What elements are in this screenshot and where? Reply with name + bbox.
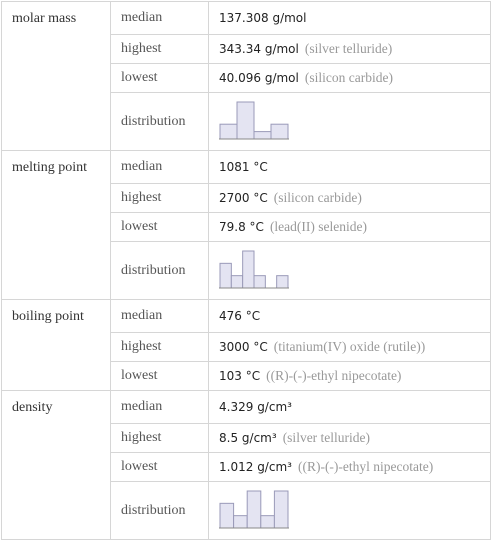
histogram [219,101,289,140]
value: 2700 [219,191,250,205]
histogram-cell [208,92,491,151]
value: 40.096 [219,71,261,85]
table-row: distribution [2,481,491,540]
row-label: highest [110,423,209,453]
histogram-bar [260,515,275,529]
value-cell: 40.096 g/mol (silicon carbide) [208,63,491,93]
unit: °C [253,340,268,354]
row-label: highest [110,332,209,362]
unit: g/mol [264,42,299,56]
row-label: lowest [110,212,209,242]
note: ((R)-(-)-ethyl nipecotate) [266,368,402,383]
table-row: highest 8.5 g/cm³ (silver telluride) [2,423,491,453]
row-label: distribution [110,241,209,300]
histogram-bar [253,131,272,140]
note: (silicon carbide) [273,190,362,205]
table-row: lowest 40.096 g/mol (silicon carbide) [2,63,491,93]
histogram-bar [246,490,262,529]
value-cell: 476 °C [208,299,491,333]
row-label: highest [110,183,209,213]
unit: g/mol [272,11,307,25]
unit: g/mol [264,71,299,85]
value-cell: 1081 °C [208,150,491,184]
table-row: melting point median 1081 °C [1,150,491,300]
note: ((R)-(-)-ethyl nipecotate) [297,459,434,474]
histogram-bar [276,275,289,289]
value-cell: 1.012 g/cm³ ((R)-(-)-ethyl nipecotate) [208,452,491,482]
value-cell: 4.329 g/cm³ [208,390,491,424]
row-label: distribution [110,481,209,540]
histogram-bar [219,262,232,289]
unit: g/cm³ [241,431,277,445]
value: 8.5 [219,431,239,445]
value: 103 [219,369,242,383]
property-name: melting point [1,150,111,300]
note: (silver telluride) [282,430,371,445]
histogram-bar [219,502,235,529]
value: 343.34 [219,42,261,56]
value-cell: 103 °C ((R)-(-)-ethyl nipecotate) [208,361,491,391]
row-label: distribution [110,92,209,151]
value: 4.329 [219,400,254,414]
histogram [219,490,289,529]
table-row: highest 3000 °C (titanium(IV) oxide (rutil… [2,332,491,362]
unit: °C [245,309,261,323]
property-table: molar mass median 137.308 g/mol highest 343.… [1,1,491,540]
property-name: density [1,390,111,540]
histogram-bar [273,490,289,529]
value-cell: 3000 °C (titanium(IV) oxide (rutile)) [208,332,491,362]
table-body: molar mass median 137.308 g/mol highest 343.… [1,1,491,540]
row-label: lowest [110,452,209,482]
histogram-cell [208,241,491,300]
unit: °C [245,369,261,383]
row-label: median [110,299,209,333]
table-row: molar mass median 137.308 g/mol [1,1,491,151]
histogram [219,250,289,289]
table-row: boiling point median 476 °C [1,299,491,391]
note: (silicon carbide) [304,70,393,85]
row-label: median [110,390,209,424]
table-row: lowest 1.012 g/cm³ ((R)-(-)-ethyl nipecota… [2,452,491,482]
note: (lead(II) selenide) [269,219,368,234]
value: 79.8 [219,220,246,234]
row-label: lowest [110,63,209,93]
property-name: molar mass [1,1,111,151]
table-row: highest 343.34 g/mol (silver telluride) [2,34,491,64]
value-cell: 8.5 g/cm³ (silver telluride) [208,423,491,453]
value: 1081 [219,160,250,174]
value-cell: 137.308 g/mol [208,1,491,35]
histogram-bar [230,275,244,289]
histogram-bar [242,250,255,289]
table-row: distribution [2,241,491,300]
value: 1.012 [219,460,254,474]
value-cell: 2700 °C (silicon carbide) [208,183,491,213]
table-row: distribution [2,92,491,151]
unit: g/cm³ [257,460,292,474]
histogram-cell [208,481,491,540]
row-label: median [110,150,209,184]
value-cell: 79.8 °C (lead(II) selenide) [208,212,491,242]
note: (titanium(IV) oxide (rutile)) [273,339,426,354]
histogram-bar [236,101,255,140]
unit: °C [253,160,268,174]
unit: g/cm³ [257,400,292,414]
table-row: density median 4.329 g/cm³ [1,390,491,540]
histogram-bar [219,123,238,140]
histogram-bar [270,123,289,140]
value: 3000 [219,340,250,354]
unit: °C [253,191,268,205]
note: (silver telluride) [304,41,393,56]
value: 476 [219,309,242,323]
table-row: lowest 79.8 °C (lead(II) selenide) [2,212,491,242]
histogram-bar [233,515,248,529]
histogram-bar [253,275,266,289]
property-name: boiling point [1,299,111,391]
unit: °C [249,220,264,234]
row-label: lowest [110,361,209,391]
value-cell: 343.34 g/mol (silver telluride) [208,34,491,64]
row-label: median [110,1,209,35]
row-label: highest [110,34,209,64]
value: 137.308 [219,11,269,25]
